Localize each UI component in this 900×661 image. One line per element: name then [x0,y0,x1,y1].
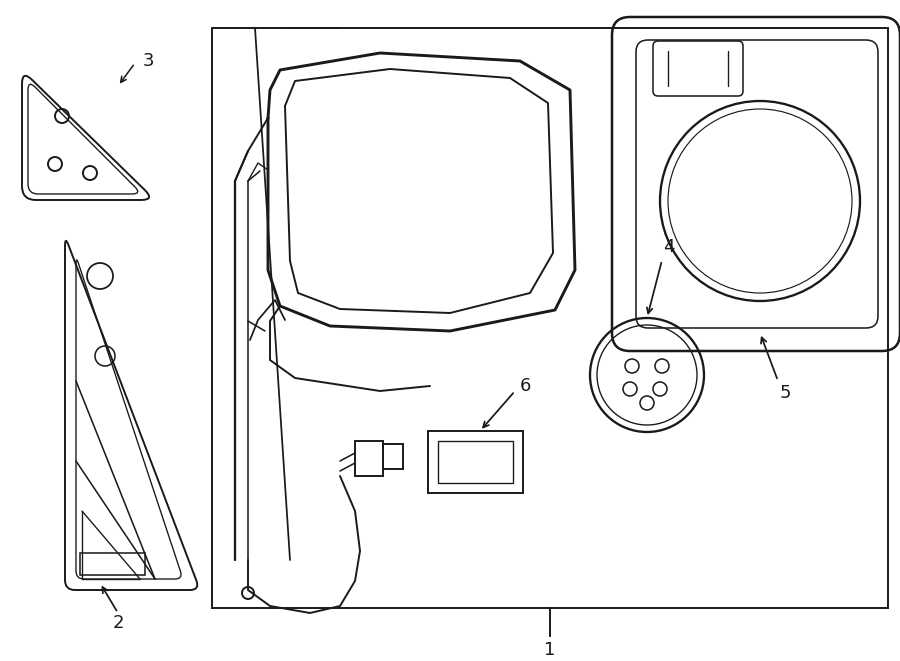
Bar [355,441,383,476]
Bar [212,28,888,608]
Bar [383,444,403,469]
Text: 2: 2 [112,614,124,632]
Text: 5: 5 [779,384,791,402]
Text: 4: 4 [663,238,675,256]
Text: 3: 3 [142,52,154,70]
Bar [80,553,145,575]
Text: 1: 1 [544,641,555,659]
Bar [438,441,513,483]
Text: 6: 6 [519,377,531,395]
